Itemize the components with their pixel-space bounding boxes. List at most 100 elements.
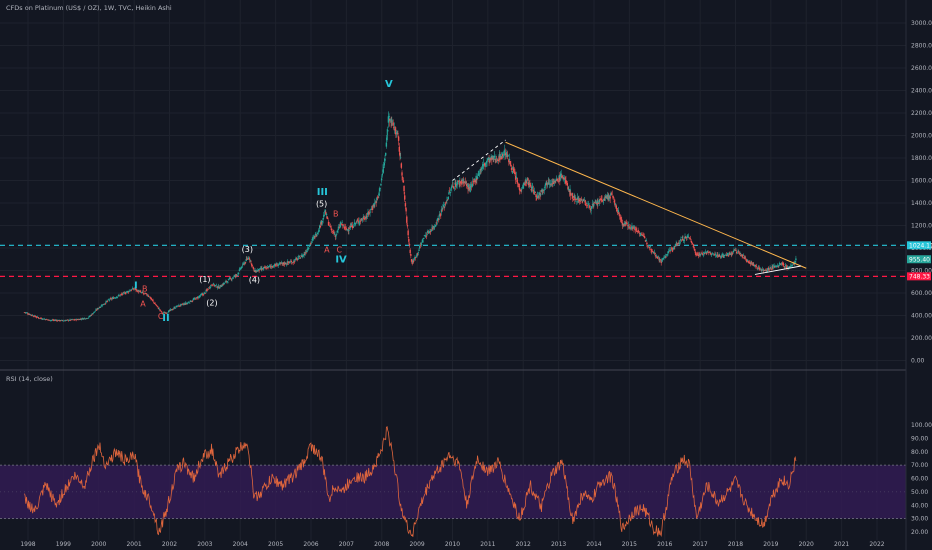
candle-body — [655, 255, 658, 257]
candle-body — [687, 236, 689, 237]
candle-body — [694, 251, 696, 253]
horizontal-levels[interactable] — [0, 244, 906, 277]
rsi-tick-label: 50.00 — [911, 489, 928, 496]
candle-body — [523, 181, 526, 183]
candle-body — [105, 301, 107, 303]
candle-body — [347, 230, 349, 232]
candle-body — [748, 261, 751, 263]
candle-body — [357, 221, 360, 223]
candle-body — [112, 297, 114, 299]
candle-body — [587, 205, 589, 206]
time-tick-label: 2006 — [303, 541, 318, 548]
candle-body — [152, 300, 154, 301]
candle-body — [210, 285, 212, 287]
candle-body — [104, 303, 107, 305]
candle-body — [438, 218, 440, 220]
candle-body — [364, 218, 366, 220]
candle-body — [359, 220, 362, 222]
candle-body — [658, 258, 660, 261]
candle-body — [606, 198, 608, 199]
candle-body — [367, 212, 369, 215]
candle-body — [116, 297, 118, 299]
candle-body — [776, 265, 779, 267]
candle-body — [554, 180, 556, 183]
candle-body — [75, 319, 77, 321]
candle-body — [646, 245, 649, 246]
candle-body — [167, 312, 169, 314]
wave-label-correction: C — [158, 312, 164, 321]
time-axis[interactable]: 1998 1999 2000 2001 2002 2003 2004 2005 2006 2007… — [20, 541, 884, 548]
candle-body — [227, 281, 229, 283]
candle-body — [660, 261, 662, 264]
candle-body — [344, 226, 346, 228]
candle-body — [466, 184, 469, 186]
rsi-tick-label: 30.00 — [911, 516, 928, 523]
candle-body — [567, 189, 570, 191]
candle-body — [780, 262, 783, 264]
rsi-tick-label: 100.00 — [911, 422, 932, 429]
candle-body — [739, 253, 741, 255]
candle-body — [378, 193, 380, 196]
candle-body — [576, 201, 578, 202]
candle-body — [453, 187, 456, 189]
candle-body — [150, 298, 152, 300]
candle-body — [386, 135, 388, 140]
candle-body — [563, 177, 565, 180]
candle-body — [410, 254, 412, 256]
candle-body — [417, 251, 420, 253]
candle-body — [672, 247, 675, 250]
candle-body — [502, 156, 505, 157]
candle-body — [109, 298, 111, 300]
time-tick-label: 2022 — [869, 541, 884, 548]
rsi-path — [24, 425, 797, 537]
candle-body — [732, 250, 735, 253]
candle-body — [379, 188, 381, 189]
candle-body — [485, 162, 488, 164]
candle-body — [224, 281, 226, 283]
wave-label-minor: (2) — [206, 298, 217, 307]
candle-body — [80, 319, 83, 320]
candle-body — [402, 177, 404, 178]
candle-body — [259, 268, 262, 269]
candle-body — [241, 266, 243, 268]
candle-body — [507, 155, 509, 157]
candle-body — [216, 286, 218, 288]
candle-body — [238, 269, 241, 271]
candle-body — [393, 126, 395, 129]
candle-body — [277, 265, 279, 266]
candle-body — [772, 266, 775, 268]
wave-label-minor: (3) — [242, 245, 253, 254]
candle-body — [233, 276, 235, 277]
candle-body — [151, 299, 154, 301]
candle-body — [581, 201, 583, 203]
candle-body — [571, 194, 573, 196]
candle-body — [423, 237, 425, 239]
candle-body — [380, 178, 383, 181]
candle-body — [69, 319, 71, 321]
candle-body — [218, 287, 220, 289]
price-tick-label: 1200.00 — [911, 223, 932, 230]
candle-body — [782, 264, 785, 266]
candle-body — [482, 163, 485, 165]
candle-body — [476, 178, 478, 180]
candle-body — [431, 228, 434, 230]
candle-body — [757, 267, 759, 269]
candle-body — [243, 263, 245, 265]
rsi-tick-label: 40.00 — [911, 502, 928, 509]
candle-body — [536, 198, 538, 200]
candle-body — [44, 319, 46, 320]
candle-body — [686, 236, 688, 238]
candle-body — [118, 295, 120, 296]
candle-body — [704, 253, 706, 254]
candle-body — [55, 320, 58, 321]
candle-body — [362, 217, 364, 218]
candle-body — [355, 221, 358, 223]
drawn-trendlines[interactable] — [452, 139, 807, 275]
candle-body — [45, 318, 47, 320]
candle-body — [344, 226, 347, 228]
candle-body — [544, 183, 547, 186]
candle-body — [455, 186, 458, 187]
